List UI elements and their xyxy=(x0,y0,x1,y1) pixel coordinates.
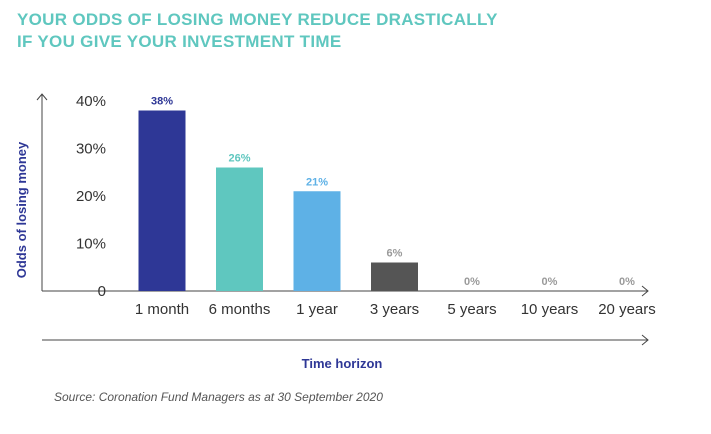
y-tick-label: 0 xyxy=(98,283,106,300)
x-tick-label: 20 years xyxy=(598,301,656,318)
value-label: 6% xyxy=(387,248,403,260)
value-label: 0% xyxy=(464,276,480,288)
y-tick-label: 10% xyxy=(76,236,106,253)
x-tick-label: 6 months xyxy=(209,301,271,318)
source-note: Source: Coronation Fund Managers as at 3… xyxy=(54,390,383,404)
chart-bars xyxy=(138,110,418,291)
value-labels: 38% 26% 21% 6% 0% 0% 0% xyxy=(151,96,635,289)
value-label: 0% xyxy=(542,276,558,288)
bar xyxy=(216,167,263,291)
chart-title-line-2: IF YOU GIVE YOUR INVESTMENT TIME xyxy=(17,32,342,51)
value-label: 26% xyxy=(228,153,250,165)
x-tick-label: 10 years xyxy=(521,301,579,318)
value-label: 21% xyxy=(306,176,328,188)
value-label: 0% xyxy=(619,276,635,288)
x-tick-label: 1 month xyxy=(135,301,189,318)
y-tick-label: 40% xyxy=(76,93,106,110)
value-label: 38% xyxy=(151,96,173,108)
x-axis-title: Time horizon xyxy=(302,356,383,371)
x-axis-arrow xyxy=(641,285,649,297)
x-tick-label: 5 years xyxy=(447,301,496,318)
chart-title-line-1: YOUR ODDS OF LOSING MONEY REDUCE DRASTIC… xyxy=(17,10,498,29)
axis-titles: Time horizon Odds of losing money xyxy=(14,141,382,371)
y-axis-ticks: 0 10% 20% 30% 40% xyxy=(76,93,106,300)
chart-title: YOUR ODDS OF LOSING MONEY REDUCE DRASTIC… xyxy=(17,9,498,53)
y-axis-title: Odds of losing money xyxy=(14,141,29,278)
bar xyxy=(138,110,186,291)
x-axis-title-arrow xyxy=(641,334,649,346)
x-tick-label: 1 year xyxy=(296,301,338,318)
y-axis-arrow xyxy=(36,93,48,101)
x-axis-ticks: 1 month 6 months 1 year 3 years 5 years 10 ye… xyxy=(135,301,656,318)
bar xyxy=(293,191,341,291)
bar xyxy=(371,262,418,291)
y-tick-label: 20% xyxy=(76,188,106,205)
x-tick-label: 3 years xyxy=(370,301,419,318)
bar-chart: 0 10% 20% 30% 40% 38% 26% 21% 6% 0% 0% 0% 1 month 6… xyxy=(14,93,656,371)
y-tick-label: 30% xyxy=(76,141,106,158)
